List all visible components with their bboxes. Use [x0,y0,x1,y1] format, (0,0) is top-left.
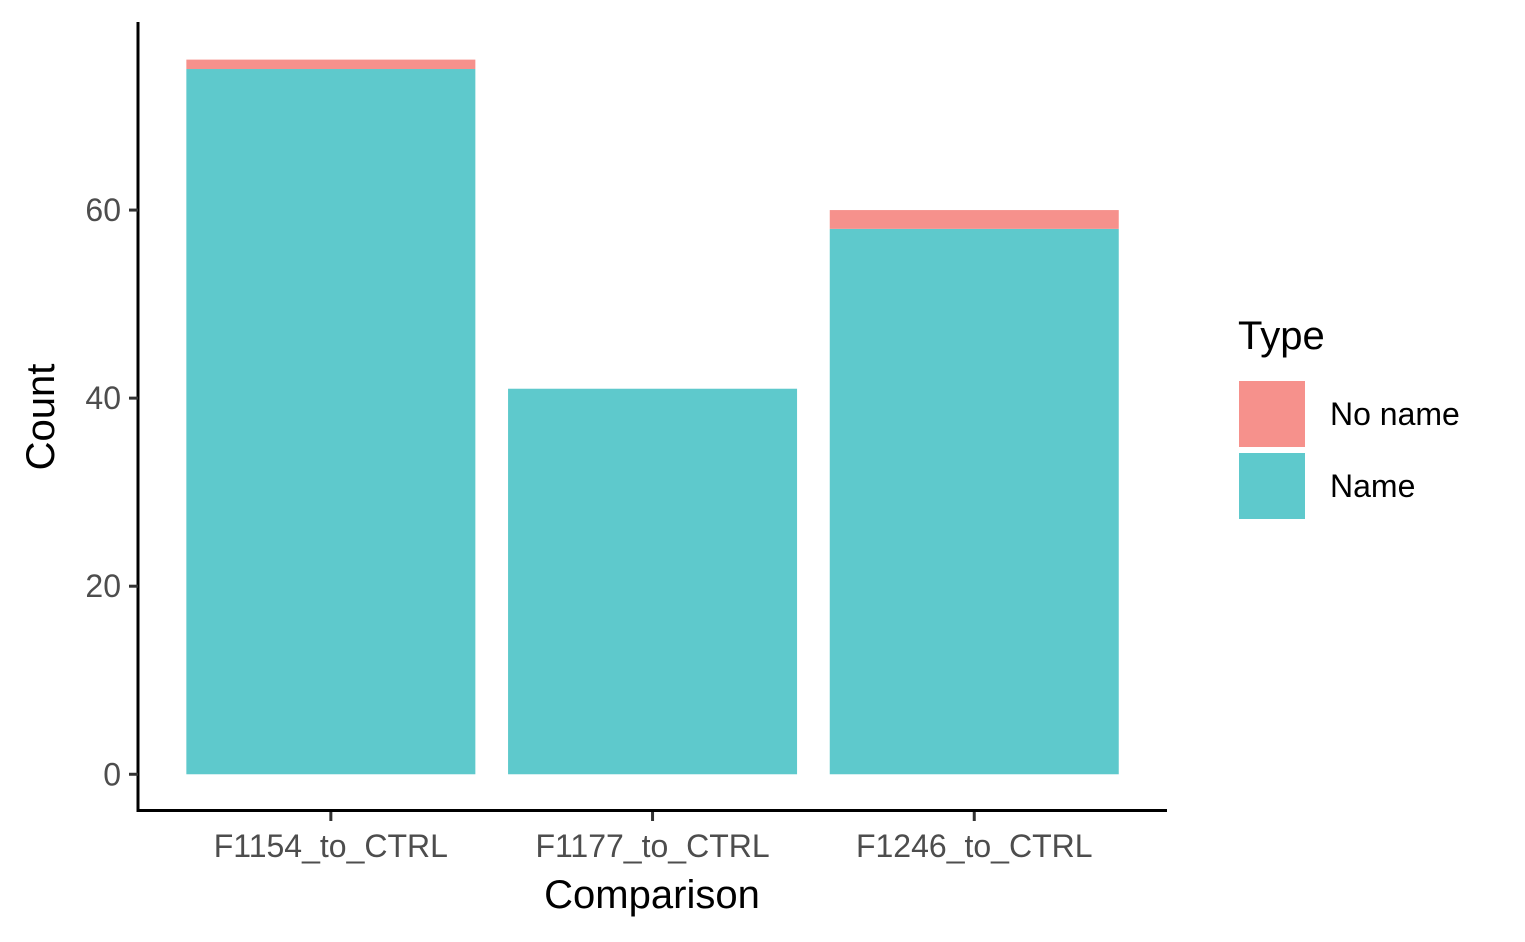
bar-name-1 [186,69,476,775]
legend-label: Name [1330,468,1415,504]
x-tick-label: F1246_to_CTRL [856,828,1093,864]
y-tick-label: 20 [85,568,121,604]
y-axis-title: Count [19,364,63,471]
y-tick-label: 60 [85,192,121,228]
x-ticks-layer: F1154_to_CTRL F1177_to_CTRL F1246_to_CTRL [214,812,1093,864]
x-axis-title: Comparison [544,873,760,917]
bars-layer [186,59,1119,775]
y-ticks-layer: 0 20 40 60 [85,192,138,792]
legend: Type No name Name [1238,314,1460,519]
axes-layer [136,22,1167,812]
y-tick-label: 0 [103,756,121,792]
legend-label: No name [1330,396,1460,432]
x-tick-label: F1177_to_CTRL [535,828,769,864]
legend-key-no-name [1239,381,1305,447]
bar-name-3 [829,228,1119,775]
legend-key-name [1239,453,1305,519]
bar-name-2 [508,388,798,775]
bar-no-name-3 [829,210,1119,229]
bar-no-name-1 [186,59,476,70]
legend-title: Type [1238,314,1325,358]
y-tick-label: 40 [85,380,121,416]
x-tick-label: F1154_to_CTRL [214,828,448,864]
